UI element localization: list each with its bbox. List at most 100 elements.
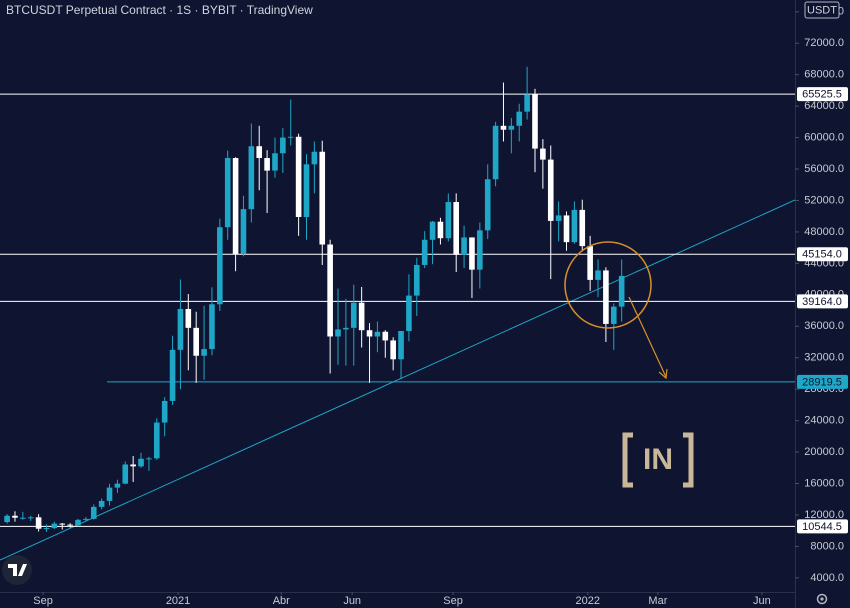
x-tick-label: 2021 <box>166 595 190 607</box>
level-price-box <box>797 519 848 534</box>
x-tick-label: Abr <box>273 595 290 607</box>
candle-body <box>587 246 593 280</box>
x-tick-label: 2022 <box>576 595 600 607</box>
y-tick-label: 60000.0 <box>804 131 844 143</box>
candle-body <box>445 202 452 239</box>
candle-body <box>524 94 530 112</box>
candle-body <box>201 349 207 356</box>
candle-body <box>547 159 554 221</box>
candle-body <box>311 151 318 165</box>
candle-body <box>67 524 73 526</box>
level-price-label: 65525.5 <box>802 89 842 101</box>
candle-body <box>177 308 184 350</box>
candle-body <box>350 302 357 328</box>
arrow-shaft <box>628 296 667 378</box>
candle-body <box>358 302 365 331</box>
candle-body <box>224 158 231 228</box>
candle-body <box>232 158 239 254</box>
candle-body <box>146 458 152 460</box>
unit-label[interactable]: USDT <box>807 4 837 16</box>
candle-body <box>75 519 81 526</box>
candle-body <box>343 327 349 330</box>
candle-body <box>161 400 168 423</box>
candle-body <box>138 458 144 467</box>
candle-body <box>335 329 341 337</box>
candle-body <box>209 304 215 350</box>
candle-body <box>492 125 499 180</box>
level-price-label: 28919.5 <box>802 376 842 388</box>
candle-body <box>256 146 263 159</box>
watermark-logo: IN <box>622 432 694 488</box>
candle-body <box>327 244 333 337</box>
candle-body <box>114 483 121 488</box>
candle-body <box>20 517 26 519</box>
arrow-head <box>658 368 668 380</box>
candle-body <box>217 227 223 305</box>
candle-body <box>169 349 176 401</box>
candle-body <box>193 327 199 356</box>
candle-body <box>272 153 278 171</box>
y-tick-label: 20000.0 <box>804 446 844 458</box>
candle-body <box>287 136 294 138</box>
unit-box[interactable] <box>804 1 840 19</box>
y-tick-label: 4000.0 <box>810 572 844 584</box>
candle-body <box>540 148 546 160</box>
x-tick-label: Jun <box>343 595 361 607</box>
y-tick-label: 48000.0 <box>804 226 844 238</box>
level-price-box <box>797 87 848 102</box>
gear[interactable] <box>816 593 828 605</box>
candle-body <box>295 136 302 217</box>
candle-body <box>90 506 97 519</box>
x-tick-label: Sep <box>33 595 53 607</box>
candle-body <box>429 221 436 240</box>
candle-body <box>248 146 255 210</box>
y-tick-label: 16000.0 <box>804 477 844 489</box>
watermark-bracket <box>683 432 694 488</box>
candle-body <box>555 215 562 221</box>
highlight-circle <box>564 241 652 329</box>
trend-line <box>0 199 795 561</box>
y-tick-label: 56000.0 <box>804 163 844 175</box>
watermark-bracket <box>622 432 633 488</box>
candle-body <box>382 331 389 341</box>
x-tick-label: Mar <box>648 595 667 607</box>
candle-body <box>603 270 609 324</box>
y-tick-label: 12000.0 <box>804 509 844 521</box>
candle-body <box>98 500 105 507</box>
watermark-text: IN <box>643 443 673 476</box>
y-tick-label: 8000.0 <box>810 540 844 552</box>
candle-body <box>508 125 515 130</box>
level-price-box <box>797 247 848 262</box>
settings-icon[interactable] <box>816 593 828 605</box>
candle-body <box>280 137 286 154</box>
x-tick-label: Sep <box>443 595 463 607</box>
chart-title: BTCUSDT Perpetual Contract · 1S · BYBIT … <box>6 3 313 17</box>
y-tick-label: 64000.0 <box>804 100 844 112</box>
candle-body <box>12 515 18 518</box>
candle-body <box>610 306 617 324</box>
tv-logo <box>2 555 32 585</box>
y-tick-label: 36000.0 <box>804 320 844 332</box>
candle-body <box>27 517 34 519</box>
y-tick-label: 68000.0 <box>804 69 844 81</box>
candle-body <box>484 179 491 231</box>
candle-body <box>618 275 625 307</box>
y-tick-label: 72000.0 <box>804 37 844 49</box>
candle-body <box>59 523 66 525</box>
candle-body <box>595 270 601 280</box>
candle-body <box>303 164 310 217</box>
candle-body <box>185 308 192 328</box>
candle-body <box>130 464 136 467</box>
candle-body <box>437 221 444 239</box>
candle-body <box>122 464 129 484</box>
candle-body <box>390 340 396 360</box>
level-price-label: 10544.5 <box>802 521 842 533</box>
gear-center <box>820 597 824 601</box>
candle-body <box>374 331 381 337</box>
candle-body <box>106 487 113 501</box>
candle-body <box>563 215 570 243</box>
candle-body <box>51 523 58 529</box>
candle-body <box>319 151 326 245</box>
candle-body <box>240 209 247 254</box>
